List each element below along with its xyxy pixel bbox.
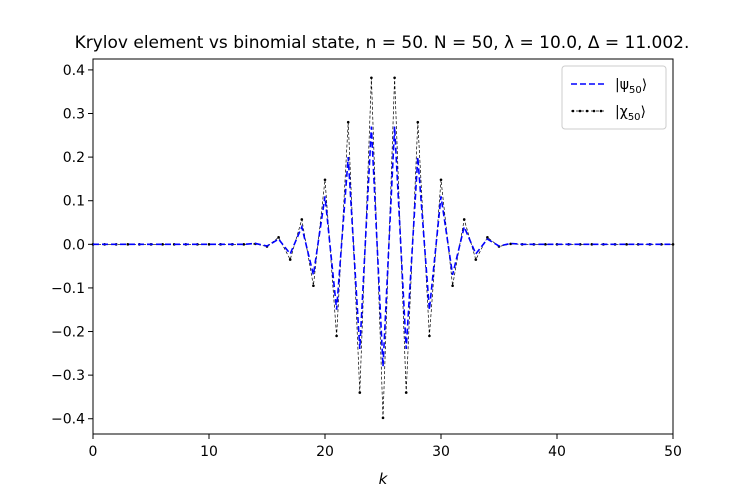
series-point-chi [544, 243, 547, 246]
series-point-chi [451, 284, 454, 288]
plot-frame [92, 58, 674, 435]
legend-marker [592, 109, 596, 113]
series-point-chi [428, 334, 431, 338]
series-point-chi [335, 334, 338, 338]
series-point-chi [404, 391, 408, 394]
series-point-chi [323, 178, 327, 182]
legend-entry: |ψ50⟩ [615, 77, 647, 96]
y-tick-label: 0.2 [63, 150, 85, 166]
series-point-chi [358, 391, 362, 394]
legend-items: |ψ50⟩ |χ50⟩ [571, 77, 647, 123]
series-line-psi [93, 126, 673, 367]
y-tick-label: 0.1 [63, 194, 85, 210]
legend-marker [571, 109, 575, 113]
series-point-chi [370, 76, 373, 80]
series-point-chi [671, 243, 675, 246]
series-point-chi [126, 243, 130, 246]
series-point-chi [207, 243, 211, 246]
legend-entry: |χ50⟩ [615, 104, 646, 123]
legend-marker [585, 109, 589, 113]
legend-marker [578, 109, 582, 113]
x-tick-label: 40 [548, 444, 566, 460]
y-axis: −0.4 −0.3 −0.2 −0.1 0.0 0.1 0.2 0.3 0.4 [51, 63, 93, 428]
y-tick-label: −0.4 [51, 412, 85, 428]
legend-marker [599, 109, 603, 113]
x-tick-label: 10 [200, 444, 218, 460]
x-tick-label: 0 [89, 444, 98, 460]
plot-area: 0 10 20 30 40 50 −0.4 −0.3 −0.2 −0.1 0.0 0.1 0.2 0.3… [51, 58, 682, 460]
legend: |ψ50⟩ |χ50⟩ [561, 65, 667, 130]
series-point-chi [462, 218, 466, 221]
x-tick-label: 20 [316, 444, 334, 460]
series-point-chi [300, 218, 304, 221]
legend-frame [561, 65, 667, 130]
x-tick-label: 50 [664, 444, 682, 460]
x-axis: 0 10 20 30 40 50 [89, 434, 682, 460]
y-tick-label: −0.2 [51, 325, 85, 341]
series-point-chi [242, 243, 246, 246]
series-point-chi [381, 416, 385, 420]
series-point-chi [625, 243, 628, 246]
series-point-chi [312, 284, 315, 288]
series-point-chi [486, 236, 489, 239]
y-tick-label: −0.3 [51, 368, 85, 384]
chart-title: Krylov element vs binomial state, n = 50… [75, 33, 690, 53]
series-point-chi [393, 76, 396, 80]
y-tick-label: 0.4 [63, 63, 85, 79]
series-point-chi [439, 178, 443, 182]
y-tick-label: −0.1 [51, 281, 85, 297]
series-layer [91, 76, 675, 420]
series-point-chi [346, 120, 350, 124]
series-point-chi [277, 236, 280, 239]
series-point-chi [416, 120, 420, 124]
series-point-chi [474, 258, 478, 261]
x-tick-label: 30 [432, 444, 450, 460]
x-axis-label: k [379, 470, 389, 488]
y-tick-label: 0.3 [63, 107, 85, 123]
y-tick-label: 0.0 [63, 237, 85, 253]
series-point-chi [509, 242, 512, 246]
series-point-chi [288, 258, 292, 261]
